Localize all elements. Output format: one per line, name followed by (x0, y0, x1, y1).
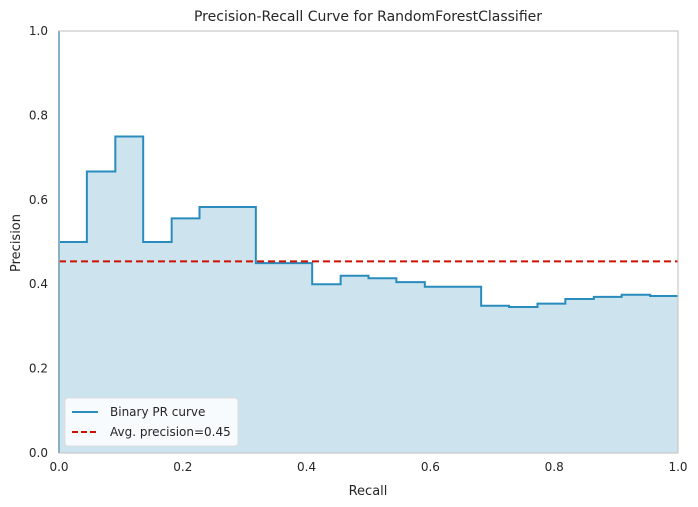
y-tick-label: 0.8 (29, 108, 48, 122)
y-tick-label: 0.0 (29, 446, 48, 460)
x-tick-label: 0.4 (297, 460, 316, 474)
legend-avg-label: Avg. precision=0.45 (110, 425, 231, 439)
legend-curve-label: Binary PR curve (110, 405, 205, 419)
legend-box (64, 397, 239, 447)
pr-curve-area (59, 31, 678, 453)
x-tick-label: 1.0 (668, 460, 687, 474)
y-axis-label: Precision (9, 214, 24, 272)
x-tick-label: 0.6 (421, 460, 440, 474)
y-tick-label: 0.6 (29, 193, 48, 207)
x-tick-label: 0.2 (173, 460, 192, 474)
legend: Binary PR curve Avg. precision=0.45 (64, 397, 239, 447)
pr-curve-fill-layer (59, 31, 678, 453)
x-axis-ticks: 0.0 0.2 0.4 0.6 0.8 1.0 (49, 460, 687, 474)
x-tick-label: 0.0 (49, 460, 68, 474)
pr-curve-line (58, 31, 678, 453)
plot-frame (58, 30, 679, 454)
y-tick-label: 1.0 (29, 24, 48, 38)
y-tick-label: 0.2 (29, 362, 48, 376)
x-tick-label: 0.8 (545, 460, 564, 474)
y-axis-ticks: 0.0 0.2 0.4 0.6 0.8 1.0 (29, 24, 48, 460)
x-axis-label: Recall (349, 484, 388, 499)
pr-curve-layer (58, 31, 678, 453)
y-tick-label: 0.4 (29, 277, 48, 291)
chart-title: Precision-Recall Curve for RandomForestC… (194, 9, 542, 25)
